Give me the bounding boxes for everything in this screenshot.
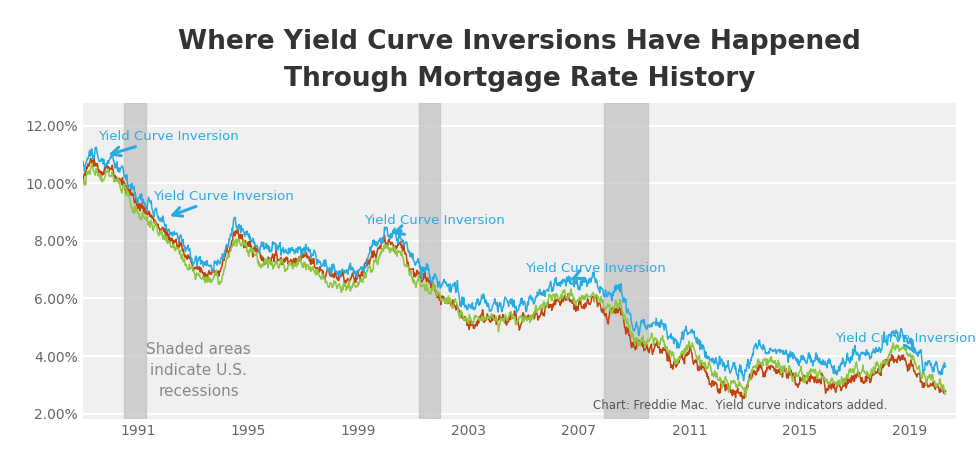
Text: Yield Curve Inversion: Yield Curve Inversion — [525, 262, 666, 279]
Text: Yield Curve Inversion: Yield Curve Inversion — [835, 332, 976, 351]
Text: Chart: Freddie Mac.  Yield curve indicators added.: Chart: Freddie Mac. Yield curve indicato… — [592, 399, 887, 412]
Text: Yield Curve Inversion: Yield Curve Inversion — [364, 214, 505, 234]
Title: Where Yield Curve Inversions Have Happened
Through Mortgage Rate History: Where Yield Curve Inversions Have Happen… — [179, 29, 861, 92]
Text: Yield Curve Inversion: Yield Curve Inversion — [99, 130, 239, 156]
Bar — [124, 103, 146, 419]
Bar — [604, 103, 648, 419]
Text: Shaded areas
indicate U.S.
recessions: Shaded areas indicate U.S. recessions — [146, 342, 251, 398]
Text: Yield Curve Inversion: Yield Curve Inversion — [153, 190, 294, 216]
Bar — [419, 103, 440, 419]
